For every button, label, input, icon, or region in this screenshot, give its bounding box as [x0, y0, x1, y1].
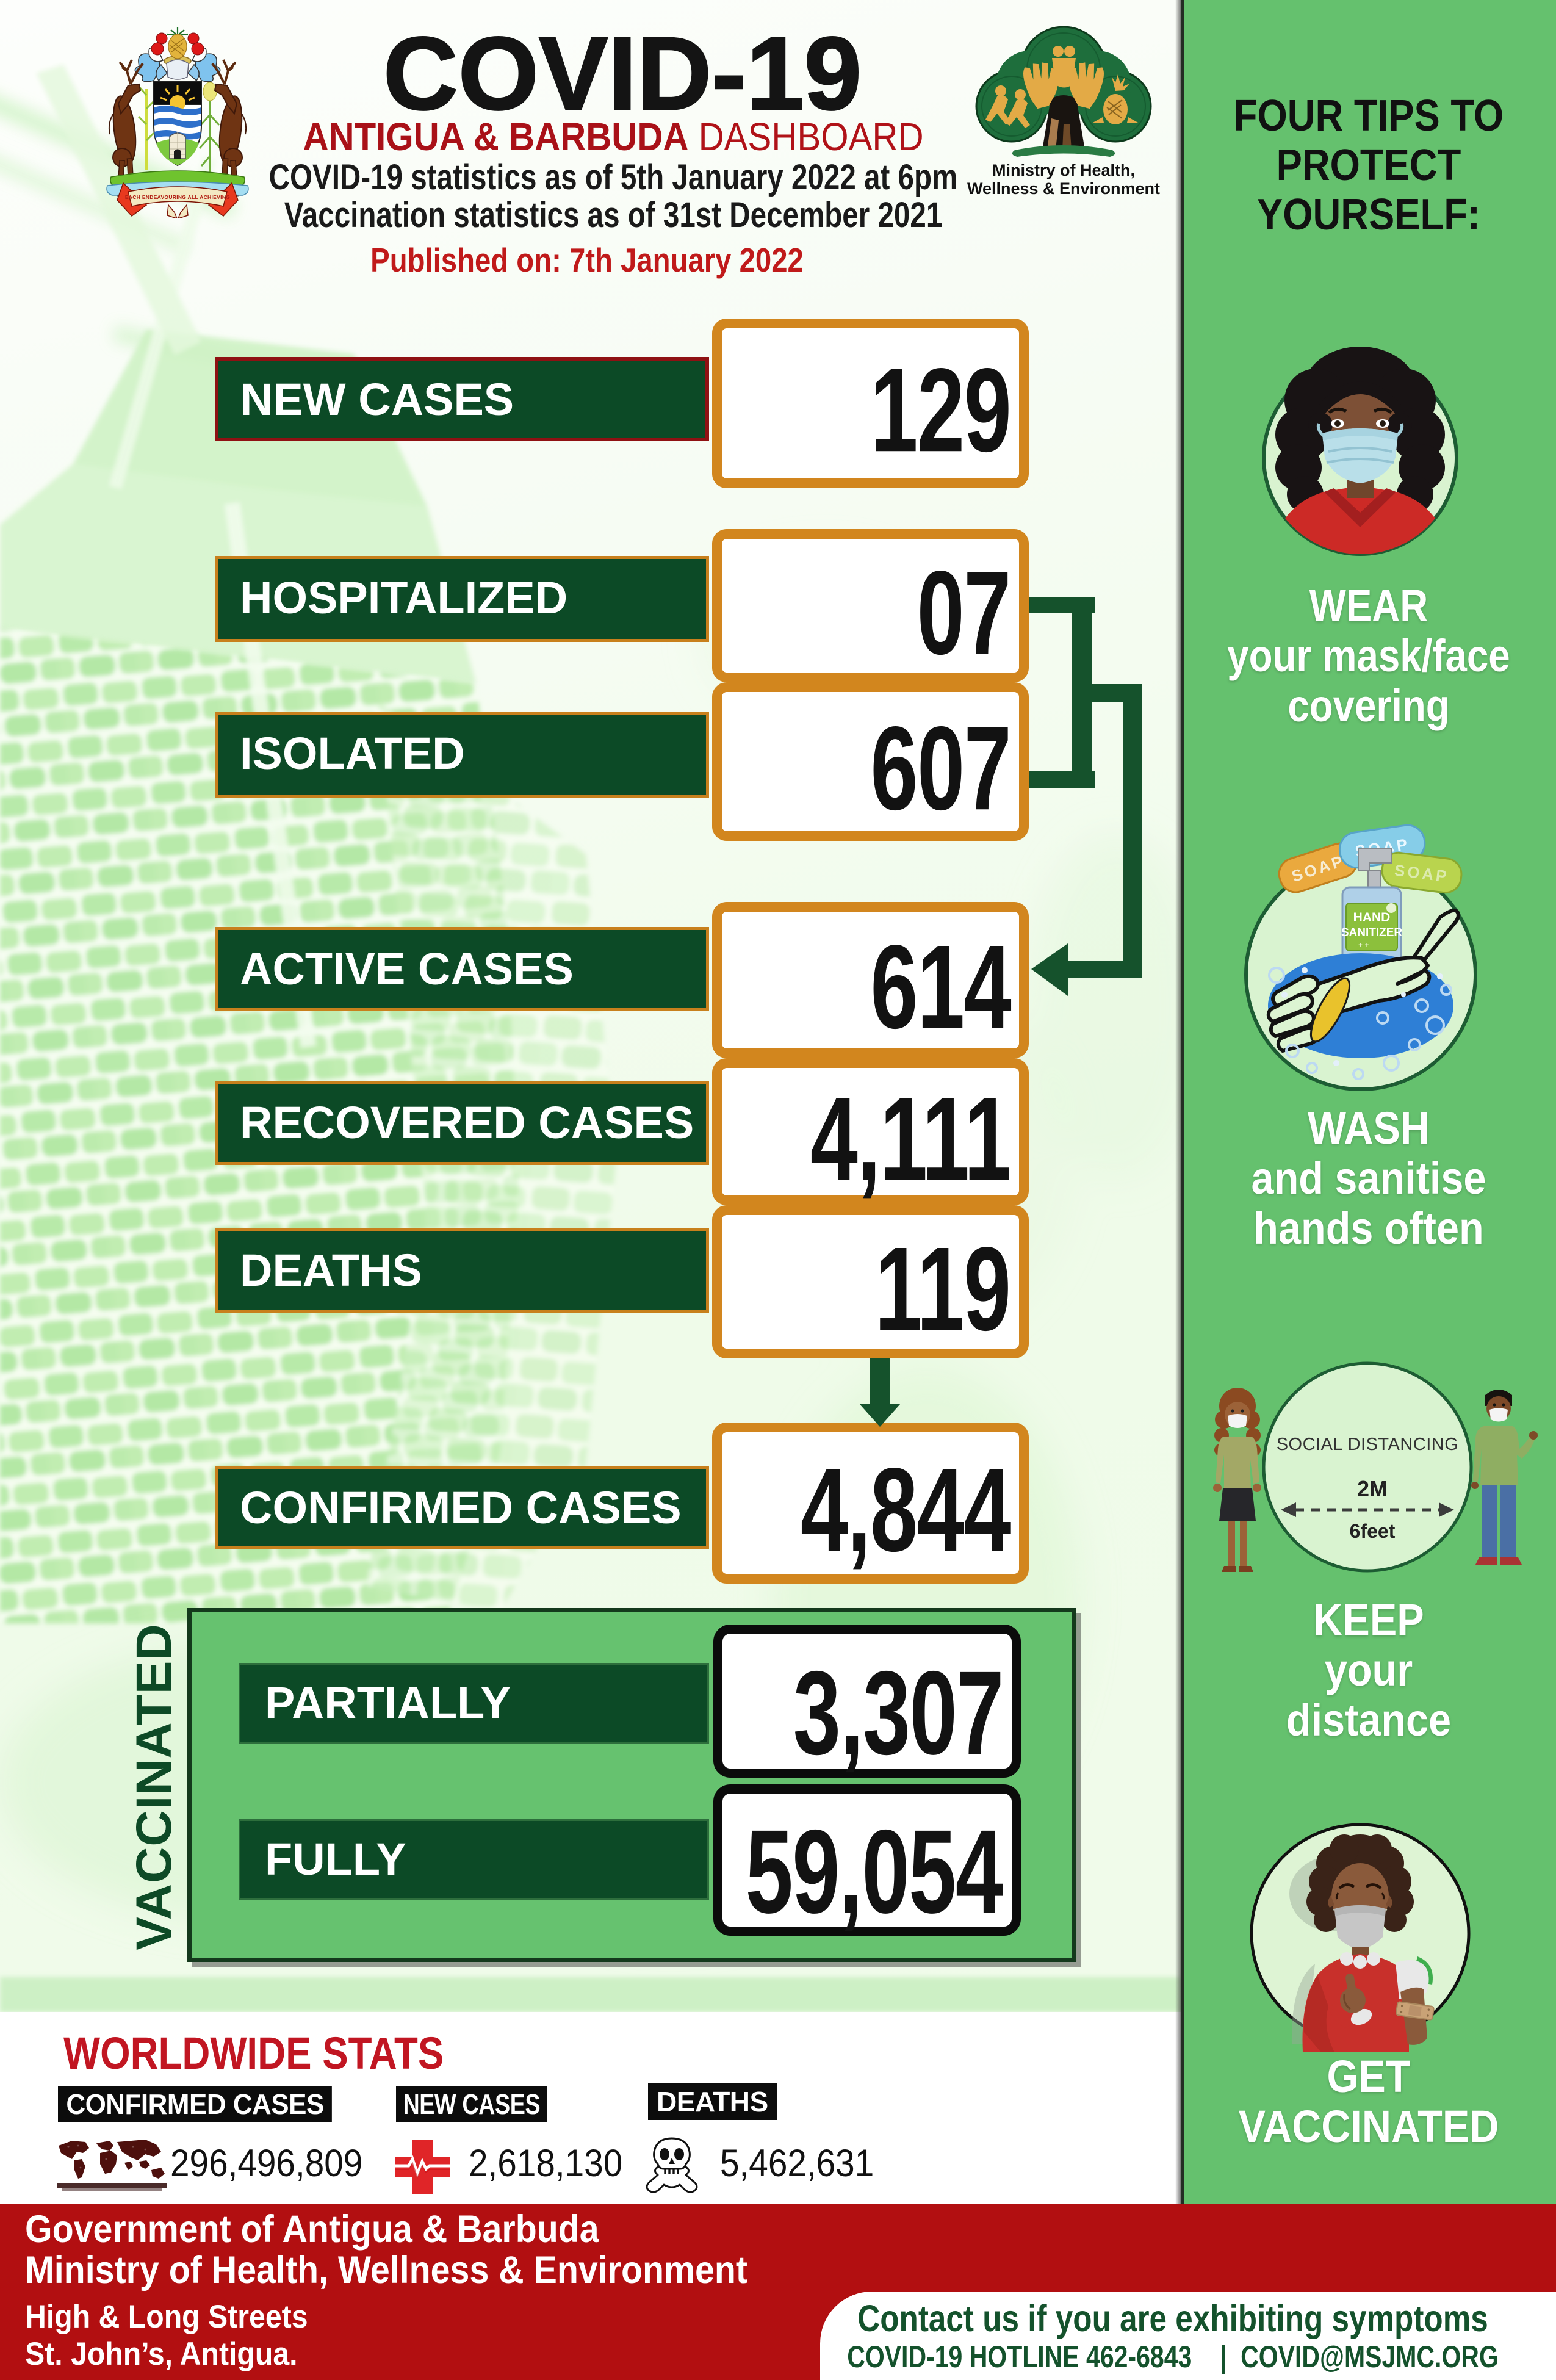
- svg-text:SANITIZER: SANITIZER: [1341, 926, 1403, 939]
- svg-text:SOCIAL DISTANCING: SOCIAL DISTANCING: [1277, 1435, 1459, 1454]
- svg-text:HAND: HAND: [1353, 911, 1391, 925]
- svg-text:EACH ENDEAVOURING ALL ACHIE: EACH ENDEAVOURING ALL ACHIEVING: [125, 194, 230, 200]
- svg-text:2M: 2M: [1357, 1476, 1388, 1501]
- svg-text:+ +: + +: [1358, 940, 1369, 949]
- svg-text:6feet: 6feet: [1350, 1520, 1396, 1542]
